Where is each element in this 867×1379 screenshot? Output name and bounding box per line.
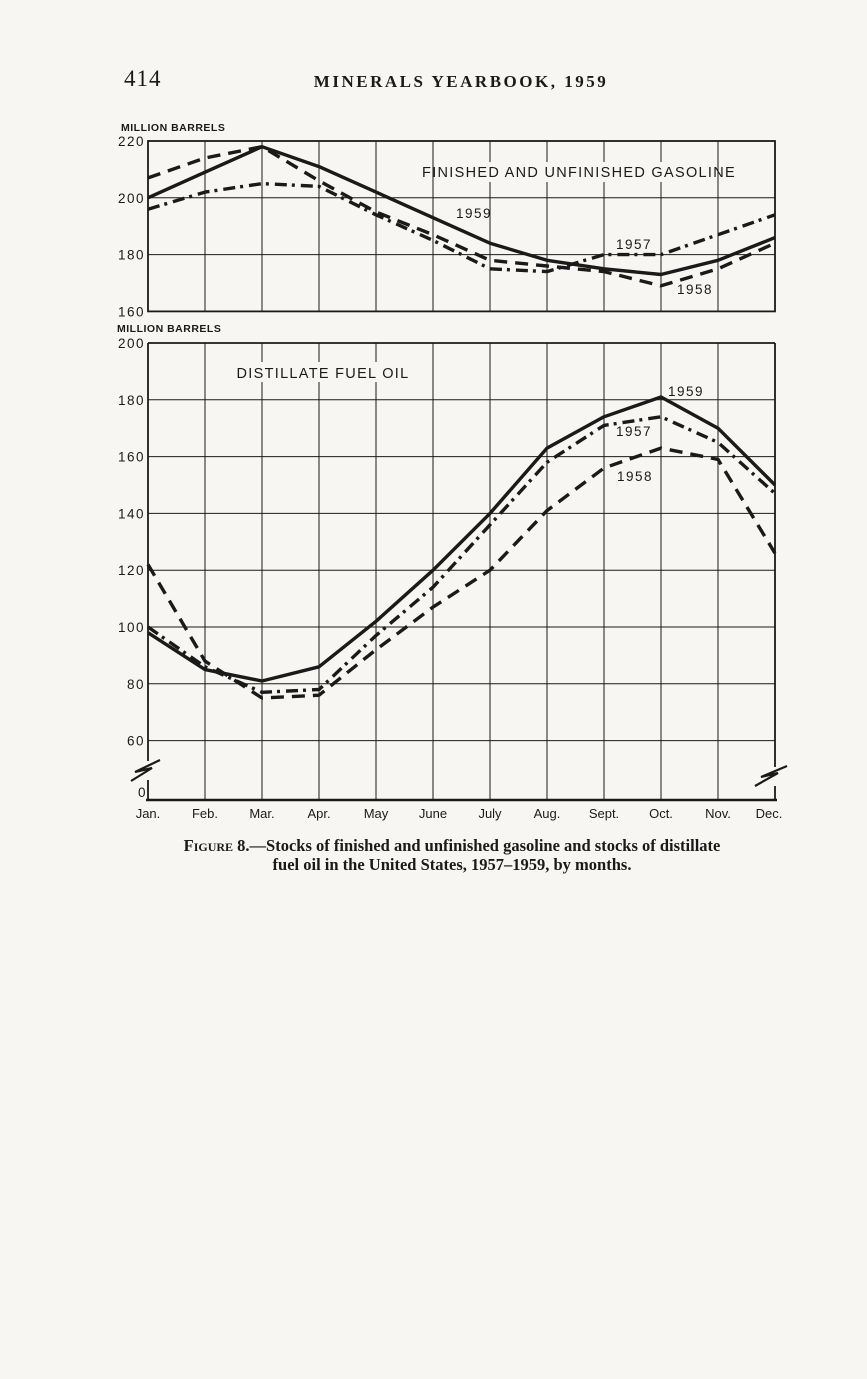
y-tick-label: 0 [138, 785, 147, 800]
y-tick-label: 160 [118, 304, 145, 319]
x-tick-label: May [364, 806, 389, 821]
axis-break-symbol-left [130, 759, 161, 782]
y-tick-label: 220 [118, 134, 145, 149]
series-line-1959 [147, 395, 777, 683]
gasoline-chart: MILLION BARRELS FINISHED AND UNFINISHED G… [118, 122, 776, 319]
x-tick-label: Dec. [756, 806, 783, 821]
series-label-1959: 1959 [668, 384, 704, 399]
figure-caption-line2: fuel oil in the United States, 1957–1959… [272, 855, 632, 874]
y-axis-unit-label: MILLION BARRELS [117, 323, 221, 335]
x-tick-label: June [419, 806, 447, 821]
chart-title: FINISHED AND UNFINISHED GASOLINE [422, 165, 736, 181]
y-tick-label: 60 [127, 734, 145, 749]
x-tick-label: Mar. [249, 806, 274, 821]
series-line-1957 [147, 415, 777, 694]
x-tick-label: Feb. [192, 806, 218, 821]
x-tick-label: Aug. [534, 806, 561, 821]
page-number: 414 [124, 66, 162, 91]
title-backing [447, 162, 713, 182]
plot-border [147, 140, 776, 313]
y-tick-label: 100 [118, 620, 145, 635]
series-label-1959: 1959 [456, 206, 492, 221]
y-tick-label: 80 [127, 677, 145, 692]
series-line-1959 [147, 144, 776, 277]
title-backing [243, 362, 405, 382]
distillate-chart: MILLION BARRELS DISTILLATE FUEL OIL 200 180… [117, 323, 788, 821]
chart-title: DISTILLATE FUEL OIL [237, 366, 410, 382]
figure-caption-line1: Figure 8.—Stocks of finished and unfinis… [70, 836, 834, 855]
x-tick-label: Sept. [589, 806, 619, 821]
series-label-1958: 1958 [677, 282, 713, 297]
series-label-1957: 1957 [616, 237, 652, 252]
x-tick-label: July [478, 806, 502, 821]
y-tick-label: 140 [118, 506, 145, 521]
figure-label: Figure [183, 836, 234, 855]
x-tick-label: Nov. [705, 806, 731, 821]
series-label-1957: 1957 [616, 424, 652, 439]
x-tick-label: Apr. [307, 806, 330, 821]
y-tick-label: 180 [118, 393, 145, 408]
y-tick-label: 200 [118, 336, 145, 351]
figure-8-charts: MILLION BARRELS FINISHED AND UNFINISHED G… [117, 122, 788, 821]
figure-caption-line1-rest: 8.—Stocks of finished and unfinished gas… [233, 836, 721, 855]
y-tick-label: 160 [118, 450, 145, 465]
series-line-1958 [146, 446, 777, 700]
x-tick-label: Oct. [649, 806, 673, 821]
series-label-1958: 1958 [617, 469, 653, 484]
axis-break-symbol-right [754, 764, 788, 787]
y-tick-label: 200 [118, 191, 145, 206]
y-tick-label: 180 [118, 248, 145, 263]
series-line-1958 [147, 144, 776, 288]
figure-caption: Figure 8.—Stocks of finished and unfinis… [70, 836, 834, 874]
page-header-title: MINERALS YEARBOOK, 1959 [313, 72, 609, 91]
y-tick-label: 120 [118, 563, 145, 578]
x-tick-label: Jan. [136, 806, 161, 821]
series-line-1957 [147, 181, 776, 274]
y-axis-unit-label: MILLION BARRELS [121, 122, 225, 134]
